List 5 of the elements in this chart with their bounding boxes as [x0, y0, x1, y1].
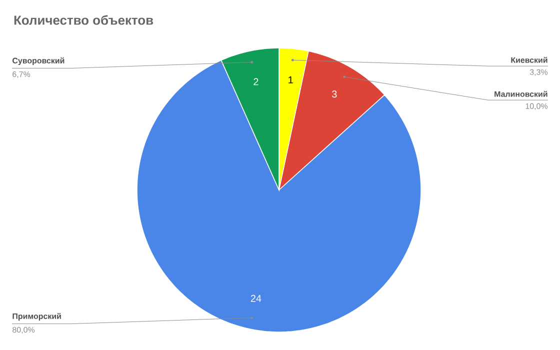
data-label: 3 — [332, 90, 337, 98]
data-label: 2 — [254, 78, 258, 86]
data-label: 24 — [250, 294, 262, 302]
data-label: 1 — [288, 76, 293, 84]
chart-title: Количество объектов — [14, 15, 154, 25]
